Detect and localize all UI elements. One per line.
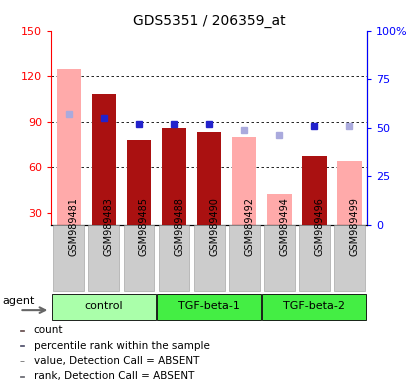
Bar [161,127,186,225]
Text: GSM989488: GSM989488 [173,197,184,256]
Bar [91,94,116,225]
Bar [157,294,261,319]
Bar [193,225,224,291]
Text: control: control [84,301,123,311]
Text: GSM989490: GSM989490 [209,197,218,256]
Text: GSM989481: GSM989481 [69,197,79,256]
Text: count: count [34,325,63,335]
Bar [158,225,189,291]
Bar [53,225,84,291]
Bar [88,225,119,291]
Text: GSM989496: GSM989496 [314,197,324,256]
Bar [20,376,24,377]
Bar [263,225,294,291]
Text: agent: agent [2,296,35,306]
Text: GSM989494: GSM989494 [279,197,289,256]
Text: value, Detection Call = ABSENT: value, Detection Call = ABSENT [34,356,199,366]
Bar [196,132,221,225]
Bar [298,225,329,291]
Text: GSM989492: GSM989492 [244,197,254,256]
Text: rank, Detection Call = ABSENT: rank, Detection Call = ABSENT [34,371,194,381]
Text: GSM989499: GSM989499 [348,197,359,256]
Bar [301,156,326,225]
Bar [20,345,24,346]
Bar [336,161,361,225]
Text: TGF-beta-1: TGF-beta-1 [178,301,239,311]
Bar [231,137,256,225]
Bar [126,140,151,225]
Title: GDS5351 / 206359_at: GDS5351 / 206359_at [133,14,285,28]
Bar [20,330,24,331]
Bar [56,69,81,225]
Bar [262,294,365,319]
Text: GSM989483: GSM989483 [103,197,114,256]
Bar [228,225,259,291]
Text: percentile rank within the sample: percentile rank within the sample [34,341,209,351]
Bar [52,294,155,319]
Bar [123,225,154,291]
Text: TGF-beta-2: TGF-beta-2 [283,301,344,311]
Bar [333,225,364,291]
Text: GSM989485: GSM989485 [139,197,148,256]
Bar [266,194,291,225]
